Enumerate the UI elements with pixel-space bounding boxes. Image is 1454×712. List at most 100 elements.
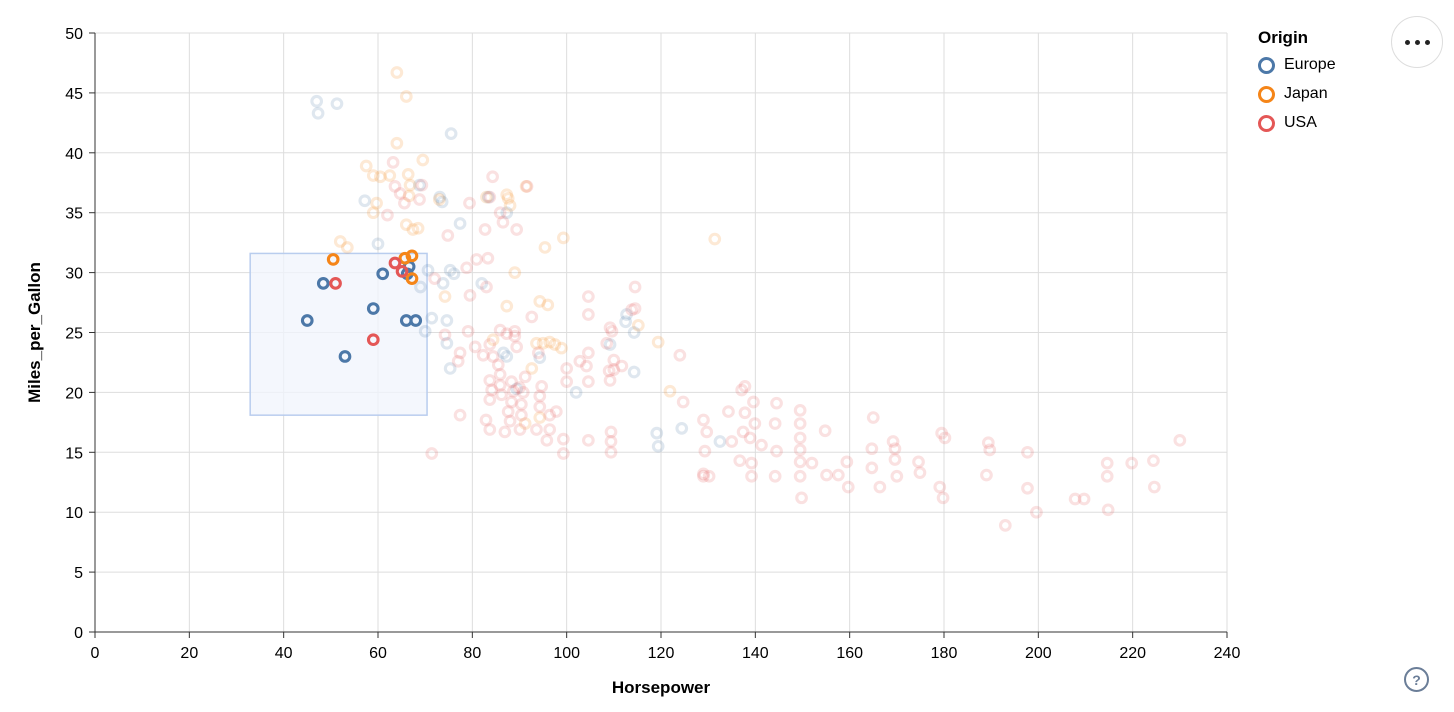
data-point-europe[interactable] [414, 280, 427, 294]
data-point-usa[interactable] [604, 435, 618, 448]
data-point-usa[interactable] [628, 302, 642, 315]
data-point-usa[interactable] [980, 468, 993, 482]
data-point-usa[interactable] [1148, 480, 1161, 494]
data-point-usa[interactable] [738, 380, 752, 393]
data-point-europe[interactable] [443, 263, 457, 277]
data-point-europe[interactable] [440, 314, 454, 327]
data-point-usa[interactable] [747, 395, 760, 409]
data-point-usa[interactable] [479, 413, 493, 427]
data-point-usa[interactable] [510, 223, 524, 236]
data-point-usa[interactable] [866, 411, 880, 424]
data-point-europe[interactable] [413, 178, 426, 192]
data-point-usa[interactable] [463, 196, 476, 210]
data-point-usa[interactable] [735, 383, 749, 397]
data-point-usa[interactable] [533, 400, 547, 414]
data-point-usa[interactable] [496, 215, 510, 229]
data-point-usa[interactable] [912, 455, 925, 469]
data-point-japan[interactable] [438, 290, 452, 303]
data-point-usa[interactable] [582, 290, 595, 303]
data-point-usa[interactable] [453, 346, 467, 360]
data-point-usa[interactable] [476, 348, 490, 362]
legend-entry-japan[interactable]: Japan [1258, 85, 1336, 103]
data-point-usa[interactable] [607, 353, 621, 367]
data-point-usa[interactable] [1100, 469, 1114, 483]
data-point-usa[interactable] [605, 324, 619, 338]
data-point-japan[interactable] [390, 136, 404, 150]
data-point-japan[interactable] [486, 333, 500, 347]
data-point-japan[interactable] [548, 338, 562, 351]
data-point-usa[interactable] [463, 289, 477, 302]
data-point-japan[interactable] [403, 178, 417, 192]
data-point-usa[interactable] [441, 229, 455, 242]
data-point-usa[interactable] [1100, 456, 1114, 470]
data-point-usa[interactable] [483, 423, 497, 436]
data-point-usa[interactable] [560, 362, 574, 375]
data-point-usa[interactable] [549, 405, 563, 418]
data-point-japan[interactable] [398, 251, 412, 265]
data-point-usa[interactable] [733, 454, 747, 468]
data-point-usa[interactable] [840, 455, 854, 469]
data-point-europe[interactable] [316, 277, 330, 290]
data-point-europe[interactable] [475, 277, 489, 290]
data-point-usa[interactable] [582, 308, 595, 321]
data-point-europe[interactable] [300, 314, 314, 327]
data-point-usa[interactable] [518, 370, 532, 384]
data-point-usa[interactable] [485, 383, 499, 397]
data-point-usa[interactable] [793, 417, 807, 430]
data-point-japan[interactable] [402, 189, 416, 203]
data-point-usa[interactable] [413, 193, 426, 206]
data-point-usa[interactable] [508, 329, 522, 343]
data-point-usa[interactable] [483, 190, 497, 204]
legend-entry-europe[interactable]: Europe [1258, 56, 1336, 74]
data-point-europe[interactable] [500, 350, 514, 363]
data-point-japan[interactable] [401, 168, 415, 181]
data-point-europe[interactable] [569, 386, 583, 399]
data-point-usa[interactable] [615, 359, 629, 373]
data-point-usa[interactable] [493, 378, 507, 392]
data-point-usa[interactable] [983, 443, 997, 457]
data-point-japan[interactable] [390, 66, 404, 79]
data-point-usa[interactable] [768, 469, 782, 483]
data-point-europe[interactable] [425, 311, 439, 325]
data-point-usa[interactable] [936, 491, 950, 505]
data-point-usa[interactable] [543, 408, 557, 422]
data-point-usa[interactable] [1068, 492, 1082, 506]
data-point-usa[interactable] [865, 442, 879, 456]
data-point-japan[interactable] [530, 336, 543, 350]
data-point-usa[interactable] [483, 374, 497, 387]
data-point-usa[interactable] [493, 206, 507, 220]
data-point-japan[interactable] [405, 249, 419, 263]
data-point-usa[interactable] [793, 431, 807, 445]
data-point-japan[interactable] [533, 411, 547, 424]
data-point-usa[interactable] [393, 187, 407, 200]
data-point-usa[interactable] [481, 251, 495, 265]
help-icon[interactable]: ? [1404, 667, 1429, 692]
data-point-usa[interactable] [461, 324, 475, 338]
data-point-usa[interactable] [818, 424, 832, 438]
data-point-usa[interactable] [602, 364, 616, 378]
data-point-usa[interactable] [913, 466, 927, 480]
data-point-usa[interactable] [722, 405, 735, 418]
data-point-usa[interactable] [604, 445, 618, 459]
data-point-usa[interactable] [438, 328, 452, 342]
data-point-europe[interactable] [311, 106, 325, 120]
data-point-usa[interactable] [510, 340, 524, 354]
data-point-usa[interactable] [557, 447, 570, 460]
data-point-usa[interactable] [480, 280, 493, 294]
data-point-japan[interactable] [533, 295, 547, 308]
data-point-europe[interactable] [627, 365, 641, 379]
data-point-japan[interactable] [411, 221, 425, 235]
data-point-usa[interactable] [933, 480, 947, 494]
data-points[interactable] [300, 66, 1187, 532]
data-point-usa[interactable] [501, 405, 515, 418]
data-point-usa[interactable] [468, 340, 482, 354]
data-point-usa[interactable] [770, 444, 783, 458]
data-point-japan[interactable] [366, 169, 380, 182]
data-point-japan[interactable] [708, 232, 722, 246]
data-point-japan[interactable] [632, 318, 645, 332]
data-point-japan[interactable] [541, 298, 555, 312]
data-point-usa[interactable] [507, 384, 520, 398]
data-point-usa[interactable] [795, 491, 808, 505]
data-point-europe[interactable] [650, 426, 664, 440]
